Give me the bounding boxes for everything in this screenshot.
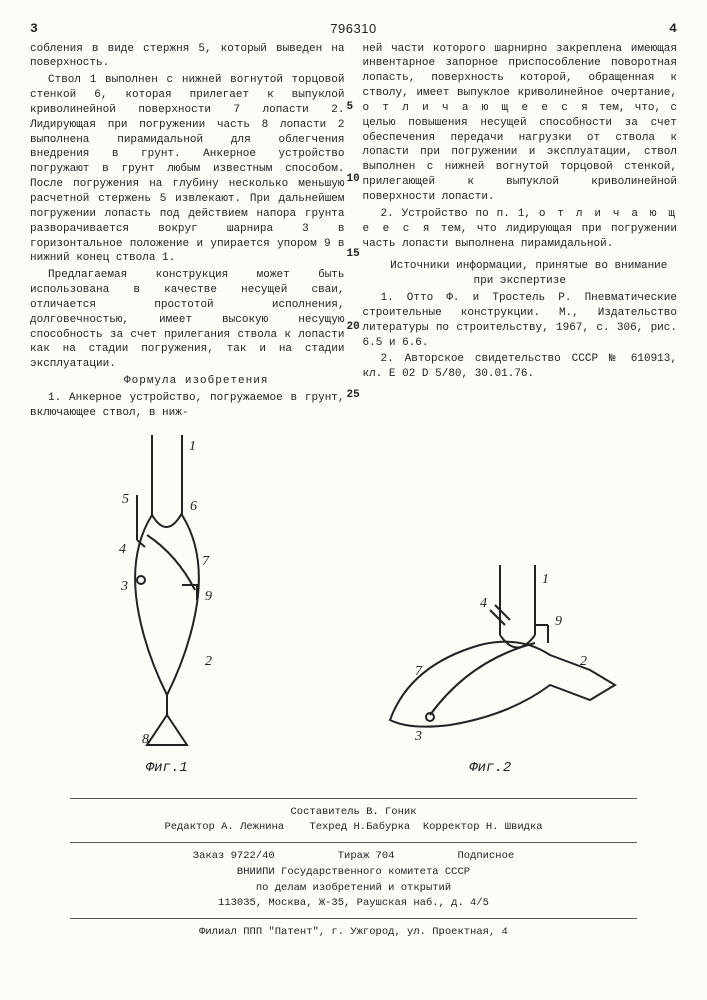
footer-org: ВНИИПИ Государственного комитета СССР: [30, 865, 677, 881]
fig1-label: 6: [190, 499, 197, 514]
left-column-number: 3: [30, 20, 38, 38]
right-paragraph-4: 2. Авторское свидетельство СССР № 610913…: [363, 352, 678, 382]
footer-branch: Филиал ППП "Патент", г. Ужгород, ул. Про…: [30, 925, 677, 941]
figure-1-caption: Фиг.1: [87, 759, 247, 778]
left-paragraph-3: Предлагаемая конструкция может быть испо…: [30, 268, 345, 372]
left-paragraph-4: 1. Анкерное устройство, погружаемое в гр…: [30, 391, 345, 421]
footer-order: Заказ 9722/40 Тираж 704 Подписное: [30, 849, 677, 865]
fig1-label: 4: [119, 542, 126, 557]
line-number: 20: [347, 320, 360, 335]
formula-title: Формула изобретения: [30, 374, 345, 389]
footer-staff: Редактор А. Лежнина Техред Н.Бабурка Кор…: [30, 820, 677, 836]
fig2-label: 2: [580, 654, 587, 669]
line-number: 25: [347, 388, 360, 403]
figure-2-caption: Фиг.2: [360, 759, 620, 778]
fig2-label: 3: [414, 729, 422, 744]
line-number: 15: [347, 247, 360, 262]
figure-2-svg: 1 4 9 2 7 3: [360, 565, 620, 755]
line-number: 10: [347, 172, 360, 187]
right-paragraph-2: 2. Устройство по п. 1, о т л и ч а ю щ е…: [363, 207, 678, 252]
fig2-label: 7: [415, 664, 423, 679]
patent-page: 3 796310 4 собления в виде стержня 5, ко…: [0, 0, 707, 1000]
fig1-label: 5: [122, 492, 129, 507]
right-paragraph-3: 1. Отто Ф. и Тростель Р. Пневматические …: [363, 291, 678, 350]
footer-address: 113035, Москва, Ж-35, Раушская наб., д. …: [30, 896, 677, 912]
fig1-label: 1: [189, 439, 196, 454]
fig1-label: 3: [120, 579, 128, 594]
footer-compiler: Составитель В. Гоник: [30, 805, 677, 821]
sources-title: Источники информации, принятые во вниман…: [363, 259, 678, 289]
fig2-label: 4: [480, 596, 487, 611]
fig1-label: 9: [205, 589, 212, 604]
figures-row: 1 5 6 4 7 3 9 2 8 Фиг.1: [30, 435, 677, 778]
fig2-label: 9: [555, 614, 562, 629]
figure-1-svg: 1 5 6 4 7 3 9 2 8: [87, 435, 247, 755]
page-header: 3 796310 4: [30, 20, 677, 38]
right-column: ней части которого шарнирно закреплена и…: [363, 42, 678, 423]
document-number: 796310: [330, 20, 376, 38]
left-paragraph-1: собления в виде стержня 5, который вывед…: [30, 42, 345, 72]
fig1-label: 2: [205, 654, 212, 669]
fig2-label: 1: [542, 572, 549, 587]
text-columns: собления в виде стержня 5, который вывед…: [30, 42, 677, 423]
left-paragraph-2: Ствол 1 выполнен с нижней вогнутой торцо…: [30, 73, 345, 266]
right-paragraph-1: ней части которого шарнирно закреплена и…: [363, 42, 678, 205]
page-footer: Составитель В. Гоник Редактор А. Лежнина…: [30, 798, 677, 941]
line-number: 5: [347, 100, 354, 115]
right-column-number: 4: [669, 20, 677, 38]
fig1-label: 7: [202, 554, 210, 569]
fig1-label: 8: [142, 732, 149, 747]
figure-1: 1 5 6 4 7 3 9 2 8 Фиг.1: [87, 435, 247, 778]
figure-2: 1 4 9 2 7 3 Фиг.2: [360, 565, 620, 778]
footer-org2: по делам изобретений и открытий: [30, 881, 677, 897]
left-column: собления в виде стержня 5, который вывед…: [30, 42, 345, 423]
